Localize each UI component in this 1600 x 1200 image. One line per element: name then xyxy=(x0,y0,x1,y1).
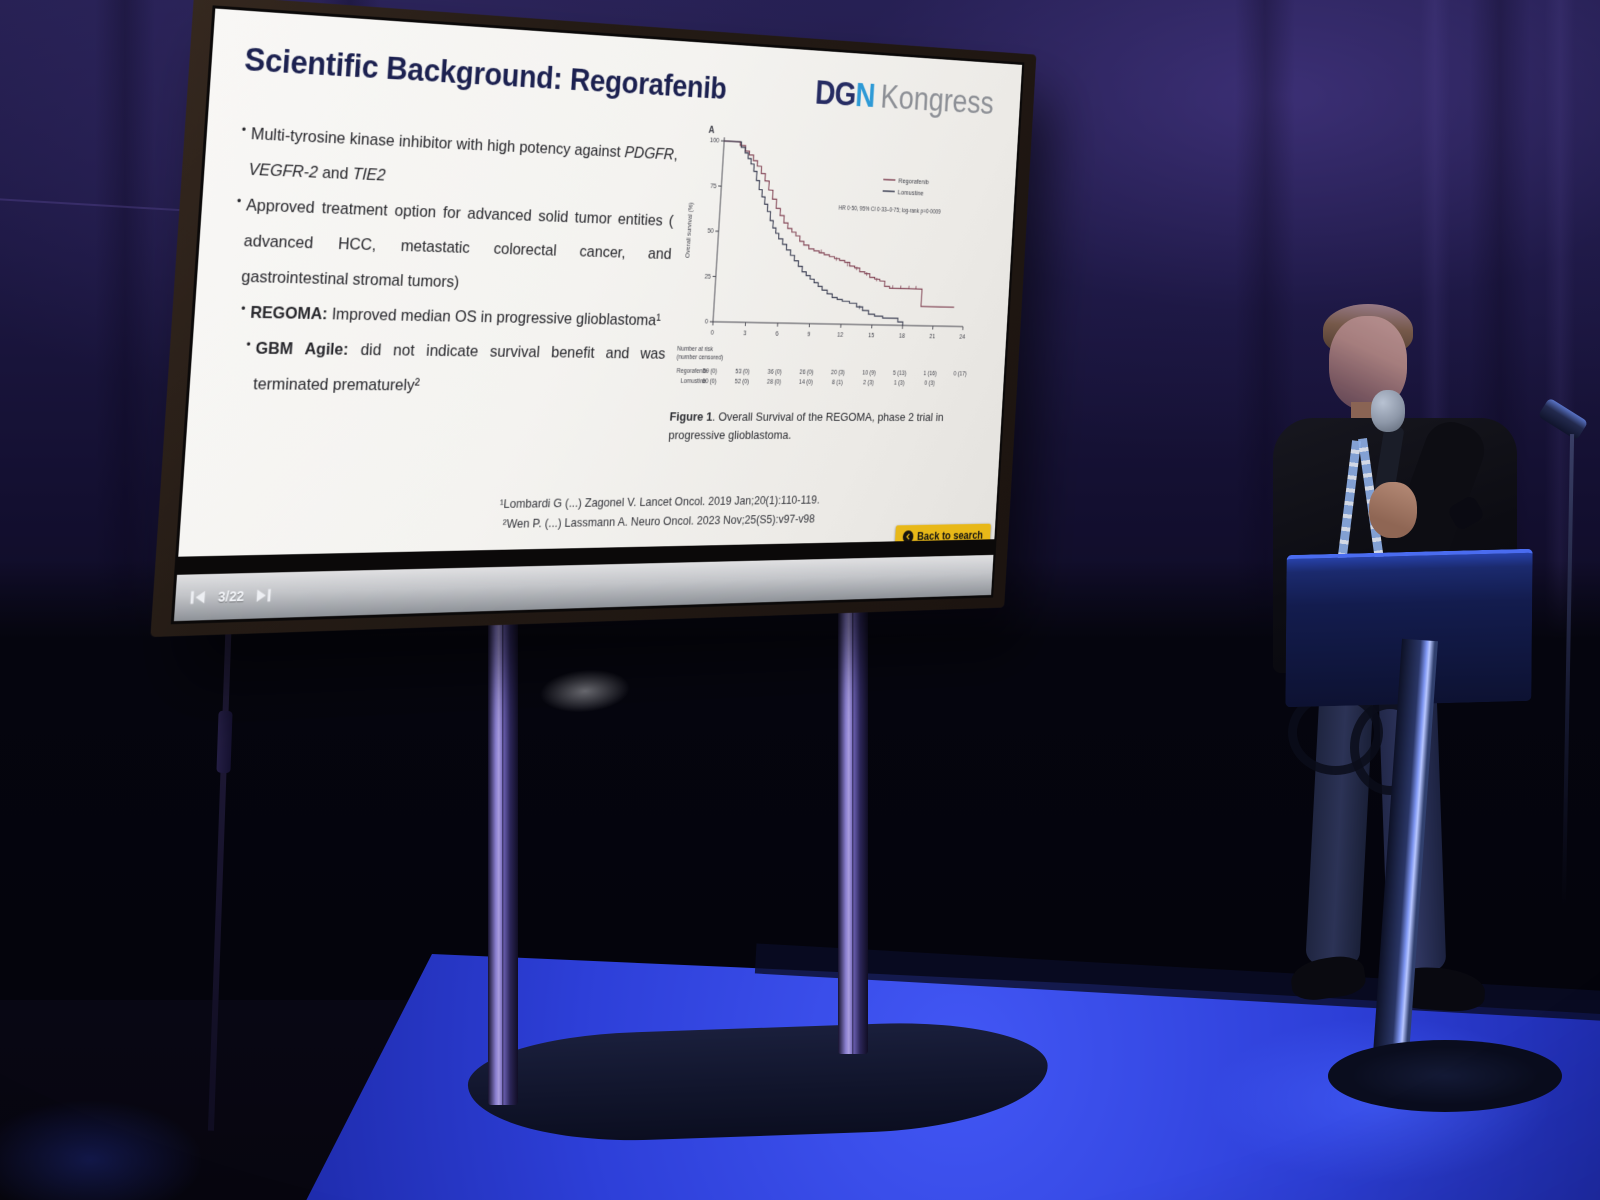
presentation-screen: Scientific Background: Regorafenib DGN Ko… xyxy=(150,0,1036,637)
svg-text:Overall survival (%): Overall survival (%) xyxy=(685,202,694,258)
svg-text:50: 50 xyxy=(707,229,714,236)
svg-text:10 (9): 10 (9) xyxy=(862,370,876,376)
svg-text:15: 15 xyxy=(868,333,874,339)
kongress-logo-text: Kongress xyxy=(880,78,995,121)
skip-previous-icon[interactable] xyxy=(188,588,207,607)
tv-stand-pole-left xyxy=(488,600,518,1105)
svg-text:0 (17): 0 (17) xyxy=(953,371,966,377)
svg-text:HR 0·50, 95% CI 0·33–0·75; log: HR 0·50, 95% CI 0·33–0·75; log-rank p=0·… xyxy=(838,205,941,215)
slide: Scientific Background: Regorafenib DGN Ko… xyxy=(178,9,1022,557)
svg-text:(number censored): (number censored) xyxy=(676,354,723,361)
svg-text:0 (3): 0 (3) xyxy=(924,380,935,386)
svg-text:8 (1): 8 (1) xyxy=(832,380,843,386)
svg-text:5 (13): 5 (13) xyxy=(893,370,907,376)
screen-panel: Scientific Background: Regorafenib DGN Ko… xyxy=(171,5,1025,624)
tv-stand-pole-right xyxy=(838,594,868,1054)
page-indicator: 3/22 xyxy=(217,588,244,605)
svg-text:36 (0): 36 (0) xyxy=(767,369,781,376)
dgn-logo-text: DGN xyxy=(814,74,875,114)
kaplan-meier-plot: A 0 3 6 9 12 15 18 21 24 0 25 50 75 100 Overall surviva… xyxy=(670,119,996,407)
back-to-search-button[interactable]: Back to search xyxy=(895,524,991,548)
back-chevron-icon xyxy=(903,530,914,543)
svg-text:1 (16): 1 (16) xyxy=(923,371,937,377)
speaker-shoe xyxy=(1289,953,1368,1003)
svg-text:53 (0): 53 (0) xyxy=(735,369,750,376)
svg-text:2 (3): 2 (3) xyxy=(863,380,874,386)
dgn-kongress-logo: DGN Kongress xyxy=(814,74,995,122)
svg-text:100: 100 xyxy=(710,138,720,145)
svg-text:12: 12 xyxy=(837,332,844,338)
svg-text:1 (3): 1 (3) xyxy=(894,380,905,386)
figure-caption: Figure 1. Overall Survival of the REGOMA… xyxy=(668,408,945,444)
svg-text:21: 21 xyxy=(929,334,935,340)
svg-text:A: A xyxy=(708,125,714,136)
floor-light-spot xyxy=(0,1080,240,1200)
bullet-item: • Approved treatment option for advanced … xyxy=(231,187,675,304)
svg-text:Regorafenib: Regorafenib xyxy=(898,177,929,186)
km-survival-chart: A 0 3 6 9 12 15 18 21 24 0 25 50 75 100 Overall surviva… xyxy=(670,119,996,407)
mic-stand-clutch xyxy=(216,711,232,773)
svg-text:75: 75 xyxy=(710,183,717,190)
svg-text:59 (0): 59 (0) xyxy=(703,368,718,375)
svg-text:25: 25 xyxy=(704,274,711,281)
conference-stage-photo: Scientific Background: Regorafenib DGN Ko… xyxy=(0,0,1600,1200)
svg-text:26 (0): 26 (0) xyxy=(799,369,813,376)
skip-next-icon[interactable] xyxy=(255,586,273,604)
svg-text:18: 18 xyxy=(899,333,905,339)
bullet-list: • Multi-tyrosine kinase inhibitor with hi… xyxy=(223,116,678,404)
podium-stand-base xyxy=(1328,1040,1562,1112)
references: ¹Lombardi G (...) Zagonel V. Lancet Onco… xyxy=(404,490,901,536)
svg-text:24: 24 xyxy=(959,334,965,340)
viewer-toolbar: 3/22 xyxy=(174,555,994,621)
svg-text:60 (0): 60 (0) xyxy=(702,378,717,385)
svg-text:Lomustine: Lomustine xyxy=(897,188,923,197)
bullet-item: • GBM Agile: did not indicate survival be… xyxy=(243,331,667,404)
svg-text:14 (0): 14 (0) xyxy=(799,379,813,386)
svg-text:20 (3): 20 (3) xyxy=(831,370,845,376)
svg-text:6: 6 xyxy=(775,331,779,337)
speaker-hand xyxy=(1369,482,1417,538)
svg-text:0: 0 xyxy=(705,319,709,326)
svg-text:3: 3 xyxy=(743,330,747,337)
slide-title: Scientific Background: Regorafenib xyxy=(243,40,727,106)
svg-text:52 (0): 52 (0) xyxy=(735,379,750,386)
svg-text:9: 9 xyxy=(807,332,811,338)
svg-text:28 (0): 28 (0) xyxy=(767,379,781,386)
svg-text:0: 0 xyxy=(711,330,715,337)
handheld-microphone-head xyxy=(1371,390,1405,432)
svg-text:Number at risk: Number at risk xyxy=(677,346,714,353)
